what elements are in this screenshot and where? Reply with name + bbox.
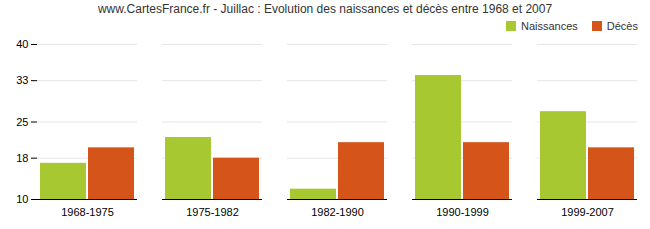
svg-text:33: 33 [16, 74, 28, 86]
svg-text:1968-1975: 1968-1975 [61, 206, 114, 218]
svg-text:10: 10 [16, 193, 28, 205]
html-text:Naissances: Naissances [521, 20, 578, 32]
svg-text:1990-1999: 1990-1999 [436, 206, 489, 218]
html-text:Décès: Décès [606, 20, 638, 32]
svg-text:18: 18 [16, 152, 28, 164]
svg-text:40: 40 [16, 38, 28, 50]
svg-text:25: 25 [16, 116, 28, 128]
html-text:www.CartesFrance.fr - Juillac: www.CartesFrance.fr - Juillac : Evolutio… [97, 2, 553, 16]
svg-text:1982-1990: 1982-1990 [311, 206, 364, 218]
svg-text:1975-1982: 1975-1982 [186, 206, 239, 218]
svg-text:1999-2007: 1999-2007 [561, 206, 614, 218]
